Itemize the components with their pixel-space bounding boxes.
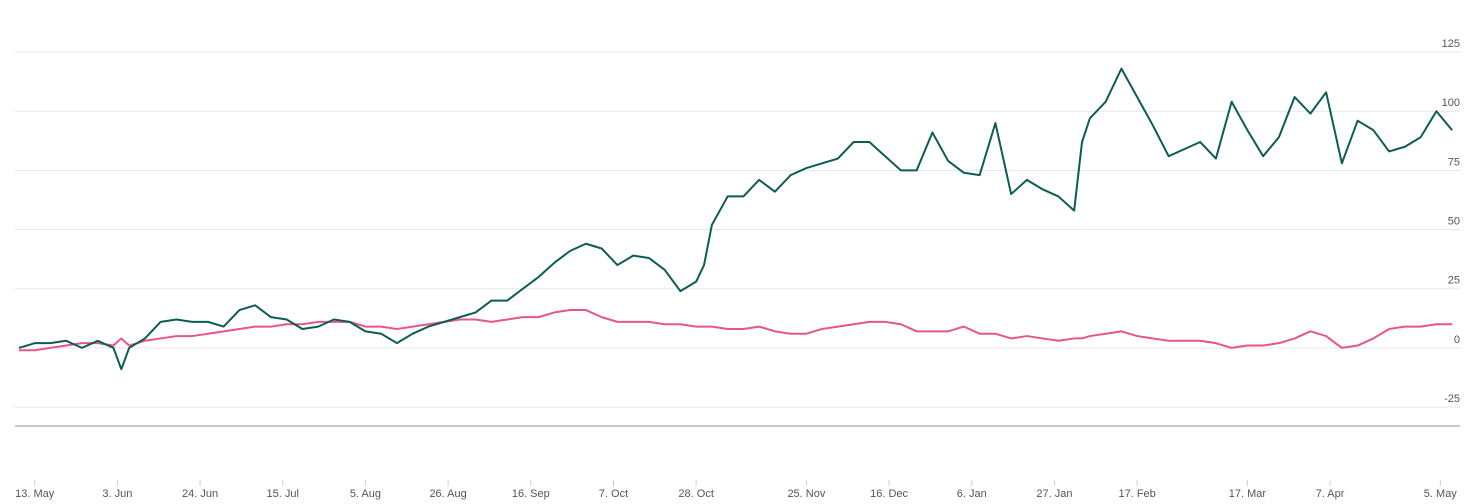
y-tick-label: 100 — [1442, 97, 1460, 109]
x-tick-label: 24. Jun — [182, 488, 218, 500]
x-tick-label: 17. Mar — [1229, 488, 1267, 500]
y-tick-label: 125 — [1442, 38, 1460, 50]
x-tick-label: 6. Jan — [957, 488, 987, 500]
x-tick-label: 26. Aug — [429, 488, 466, 500]
x-tick-label: 5. Aug — [350, 488, 381, 500]
y-tick-label: 50 — [1448, 216, 1460, 228]
y-tick-label: 0 — [1454, 334, 1460, 346]
x-tick-label: 16. Dec — [870, 488, 908, 500]
x-tick-label: 25. Nov — [787, 488, 825, 500]
x-tick-label: 16. Sep — [512, 488, 550, 500]
x-tick-label: 15. Jul — [267, 488, 299, 500]
y-tick-label: -25 — [1444, 393, 1460, 405]
series-line — [18, 67, 1453, 371]
series-line — [18, 309, 1453, 352]
x-tick-label: 27. Jan — [1036, 488, 1072, 500]
x-tick-label: 7. Oct — [599, 488, 628, 500]
y-tick-label: 25 — [1448, 275, 1460, 287]
x-tick-label: 5. May — [1424, 488, 1458, 500]
x-tick-label: 28. Oct — [678, 488, 713, 500]
x-tick-label: 13. May — [15, 488, 55, 500]
x-tick-label: 17. Feb — [1118, 488, 1155, 500]
x-tick-label: 7. Apr — [1316, 488, 1345, 500]
y-tick-label: 75 — [1448, 156, 1460, 168]
x-tick-label: 3. Jun — [102, 488, 132, 500]
